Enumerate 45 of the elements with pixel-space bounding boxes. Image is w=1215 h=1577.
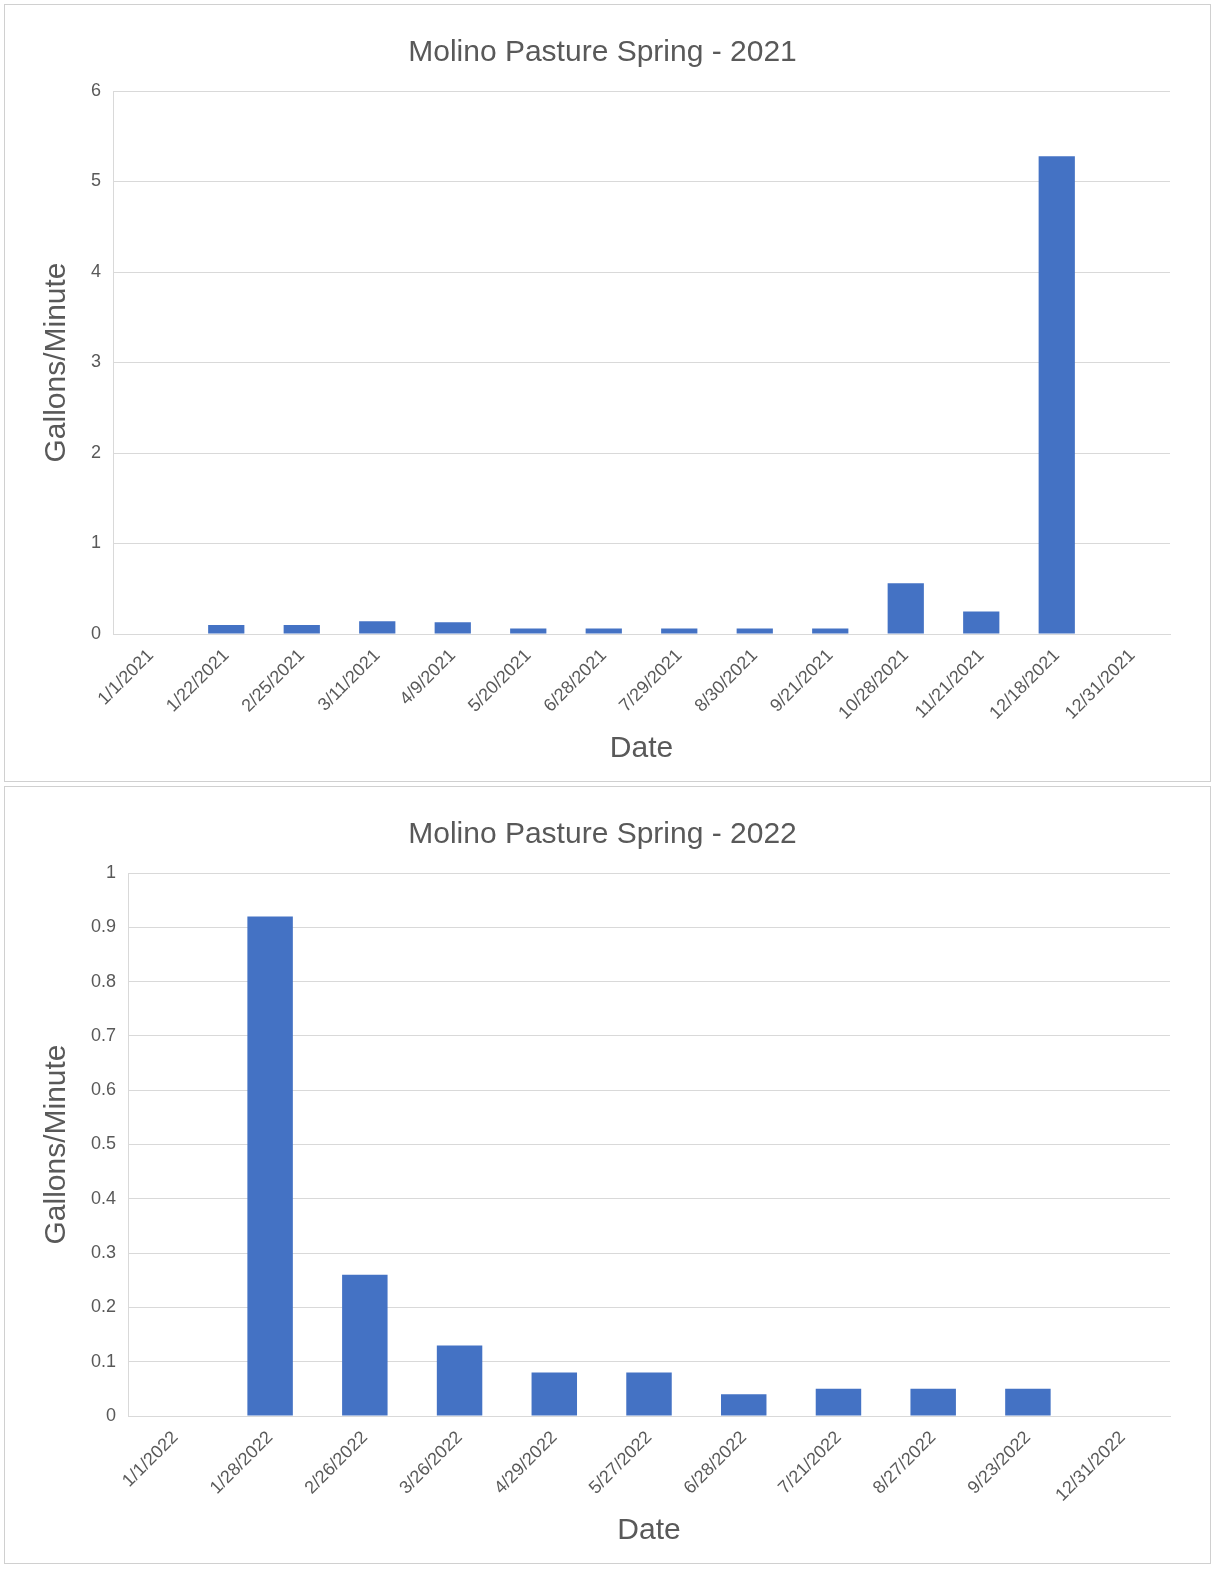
y-tick-label: 0 (91, 622, 102, 643)
bar (887, 583, 924, 634)
bar (721, 1394, 767, 1416)
chart-title: Molino Pasture Spring - 2021 (408, 34, 797, 68)
y-tick-label: 1 (106, 861, 117, 882)
y-tick-label: 0.3 (90, 1242, 117, 1263)
bar (626, 1372, 672, 1416)
bar (585, 628, 622, 634)
y-tick-label: 0.1 (90, 1350, 117, 1371)
y-axis-title: Gallons/Minute (38, 262, 72, 463)
bar (434, 622, 471, 634)
bar (247, 916, 293, 1416)
bar (283, 624, 320, 634)
y-tick-label: 5 (91, 170, 102, 191)
bar (736, 628, 773, 634)
y-tick-label: 0.5 (90, 1133, 117, 1154)
bar (812, 628, 849, 634)
bar (661, 628, 698, 634)
y-tick-label: 0 (106, 1404, 117, 1425)
bar (963, 611, 1000, 634)
y-tick-label: 0.4 (90, 1187, 117, 1208)
y-tick-label: 0.9 (90, 916, 117, 937)
bar (815, 1388, 862, 1416)
x-axis-title: Date (617, 1512, 681, 1546)
y-axis-title: Gallons/Minute (38, 1044, 72, 1245)
y-tick-label: 6 (91, 79, 102, 100)
y-tick-label: 3 (91, 351, 102, 372)
chart-title: Molino Pasture Spring - 2022 (408, 816, 797, 850)
bar (910, 1388, 956, 1416)
bar (208, 624, 245, 634)
y-tick-label: 0.2 (90, 1296, 117, 1317)
bar (531, 1372, 578, 1416)
y-tick-label: 0.8 (90, 970, 117, 991)
bar (1005, 1388, 1051, 1416)
y-tick-label: 2 (91, 441, 102, 462)
x-axis-title: Date (609, 730, 674, 764)
y-tick-label: 0.6 (90, 1079, 117, 1100)
bar (510, 628, 547, 634)
bar (1038, 156, 1075, 634)
y-tick-label: 4 (91, 260, 102, 281)
bar (342, 1274, 388, 1416)
bar (436, 1345, 483, 1416)
y-tick-label: 1 (91, 532, 102, 553)
y-tick-label: 0.7 (90, 1024, 117, 1045)
bar (359, 621, 396, 634)
